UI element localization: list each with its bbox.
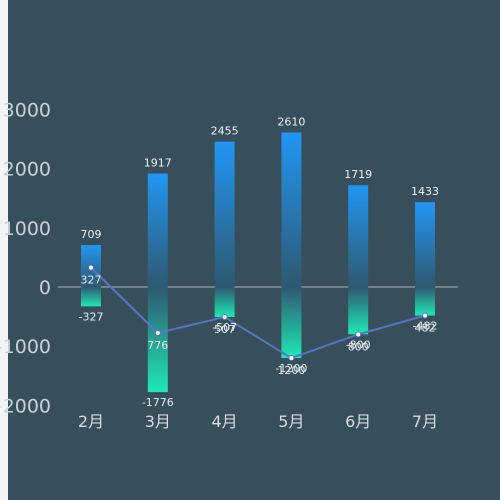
positive-bar-value-label: 1917 bbox=[144, 157, 172, 170]
negative-bar-value-label: -800 bbox=[346, 338, 371, 351]
positive-bar bbox=[214, 141, 235, 287]
x-category-label: 6月 bbox=[345, 412, 371, 431]
y-tick-label: 1000 bbox=[3, 218, 51, 240]
line-point bbox=[154, 329, 161, 336]
negative-bar bbox=[81, 287, 101, 307]
line-point bbox=[288, 355, 295, 362]
negative-bar bbox=[281, 287, 302, 359]
left-edge-strip bbox=[0, 0, 8, 500]
x-category-label: 7月 bbox=[412, 412, 438, 431]
negative-bar-value-label: -1776 bbox=[142, 396, 174, 409]
y-tick-label: 0 bbox=[39, 277, 51, 299]
positive-bar-value-label: 1433 bbox=[411, 185, 439, 198]
line-point-value-label: 482 bbox=[415, 322, 436, 335]
line-point-value-label: 776 bbox=[147, 339, 168, 352]
x-category-label: 3月 bbox=[145, 412, 171, 431]
negative-bar bbox=[415, 287, 435, 316]
negative-bar bbox=[147, 287, 168, 393]
line-point bbox=[221, 314, 228, 321]
line-point-value-label: 800 bbox=[348, 340, 369, 353]
line-point bbox=[88, 264, 94, 271]
line-series bbox=[90, 266, 426, 360]
y-tick-label: -1000 bbox=[0, 336, 51, 358]
negative-bar-value-label: -482 bbox=[413, 320, 438, 333]
negative-bar bbox=[348, 287, 369, 335]
positive-bar-value-label: 2455 bbox=[211, 125, 239, 138]
positive-bar bbox=[147, 173, 168, 287]
positive-bar-value-label: 2610 bbox=[277, 115, 305, 128]
positive-bar bbox=[415, 202, 435, 287]
line-point-value-label: 507 bbox=[214, 323, 235, 336]
negative-bar bbox=[214, 287, 235, 318]
line-point bbox=[355, 331, 362, 338]
positive-bar-value-label: 1719 bbox=[344, 168, 372, 181]
y-tick-label: 2000 bbox=[3, 159, 51, 181]
positive-bar bbox=[348, 185, 369, 287]
y-tick-label: -2000 bbox=[0, 395, 51, 417]
x-category-label: 2月 bbox=[78, 412, 104, 431]
negative-bar-value-label: -1200 bbox=[275, 362, 307, 375]
y-tick-label: 3000 bbox=[3, 99, 51, 121]
positive-bar bbox=[281, 132, 302, 287]
x-category-label: 5月 bbox=[278, 412, 304, 431]
negative-bar-value-label: -327 bbox=[79, 310, 104, 323]
line-point bbox=[422, 312, 428, 319]
x-category-label: 4月 bbox=[212, 412, 238, 431]
line-point-value-label: 1200 bbox=[277, 364, 305, 377]
positive-bar-value-label: 709 bbox=[81, 228, 102, 241]
line-point-value-label: 327 bbox=[81, 274, 102, 287]
negative-bar-value-label: -507 bbox=[212, 321, 237, 334]
